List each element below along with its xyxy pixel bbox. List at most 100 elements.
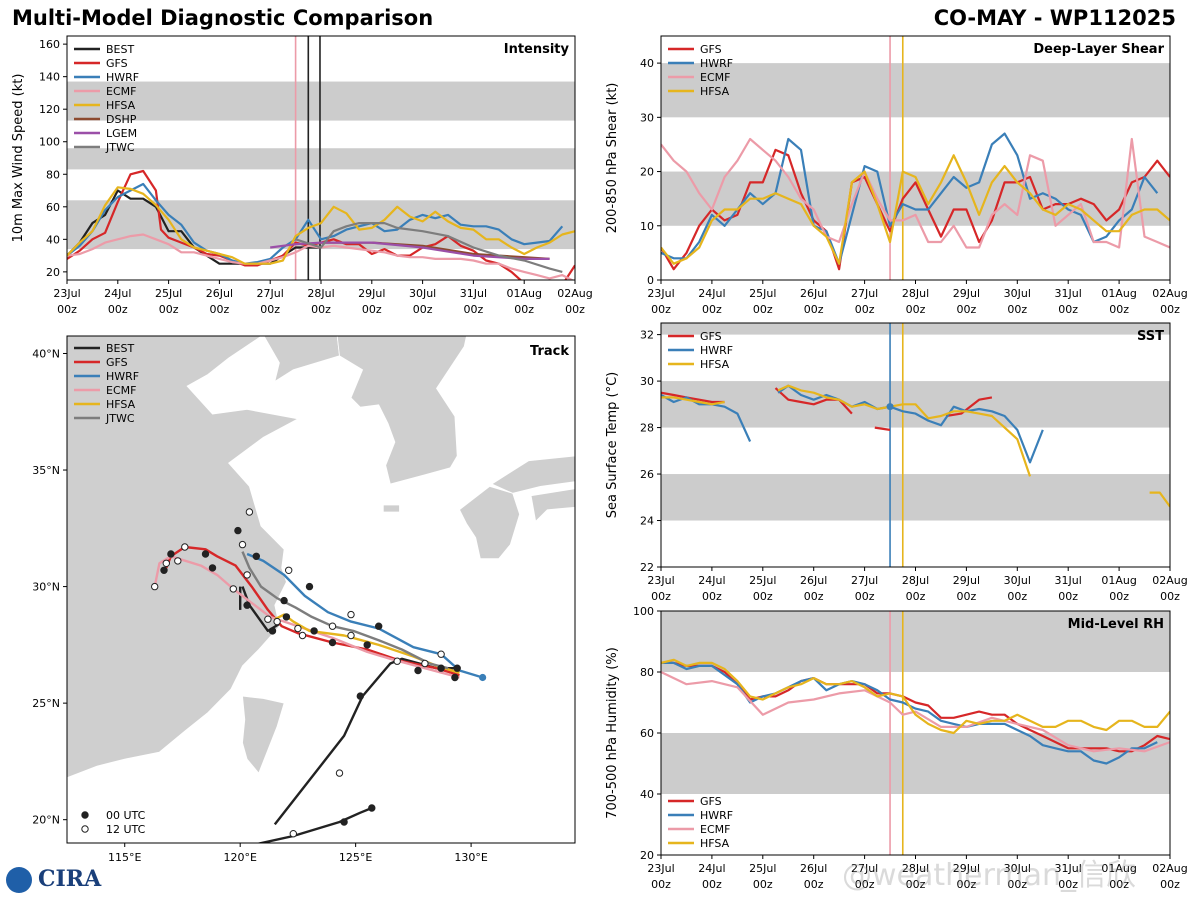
x-tick-sublabel: 00z xyxy=(1058,303,1078,316)
series-line-hfsa xyxy=(777,384,1032,477)
x-tick-sublabel: 00z xyxy=(651,590,671,603)
track-point-00utc xyxy=(356,692,364,700)
x-tick-sublabel: 00z xyxy=(804,590,824,603)
category-band xyxy=(661,323,1170,335)
series-line-hfsa xyxy=(661,154,1170,265)
track-point-12utc xyxy=(328,622,337,630)
track-point-12utc xyxy=(335,769,344,777)
track-line-gfs xyxy=(165,545,460,677)
x-tick-label: 30Jul xyxy=(1004,287,1031,300)
x-tick-sublabel: 00z xyxy=(1007,878,1027,891)
legend-label-jtwc: JTWC xyxy=(105,412,135,425)
legend-label-hfsa: HFSA xyxy=(106,99,136,112)
track-line-hwrf xyxy=(246,552,483,679)
panel-title: Deep-Layer Shear xyxy=(1033,42,1164,57)
legend-label-dshp: DSHP xyxy=(106,113,137,126)
x-tick-label: 23Jul xyxy=(53,287,80,300)
y-tick-label: 40 xyxy=(640,788,654,801)
x-tick-label: 27Jul xyxy=(257,287,284,300)
track-point-00utc xyxy=(451,673,459,682)
x-tick-label: 29Jul xyxy=(953,862,980,875)
series-group xyxy=(661,658,1170,765)
x-tick-sublabel: 00z xyxy=(1007,303,1027,316)
y-tick-label: 24 xyxy=(640,515,654,528)
x-tick-label: 28Jul xyxy=(902,574,929,587)
y-tick-label: 20 xyxy=(46,266,60,279)
legend-label-hwrf: HWRF xyxy=(700,57,733,70)
x-tick-label: 31Jul xyxy=(1055,287,1082,300)
track-point-00utc xyxy=(437,664,445,672)
x-tick-label: 01Aug xyxy=(1101,287,1136,300)
y-tick-label: 80 xyxy=(46,168,60,181)
chart-intensity: 20 40 60 80 100 120 140 160 23Jul 00z 24Jul 00z 25Ju… xyxy=(11,35,593,316)
legend-label-lgem: LGEM xyxy=(106,127,137,140)
legend-marker-1 xyxy=(81,825,89,833)
x-tick-label: 28Jul xyxy=(307,287,334,300)
x-tick-sublabel: 00z xyxy=(906,878,926,891)
category-band xyxy=(67,81,575,121)
legend-label-gfs: GFS xyxy=(700,43,722,56)
x-tick-label: 31Jul xyxy=(460,287,487,300)
track-end-hwrf xyxy=(479,673,487,682)
track-point-12utc xyxy=(264,615,272,623)
track-point-12utc xyxy=(174,557,182,565)
track-point-12utc xyxy=(393,657,401,665)
x-tick-label: 24Jul xyxy=(104,287,131,300)
y-tick-label: 10 xyxy=(640,220,654,233)
x-tick-sublabel: 00z xyxy=(957,303,977,316)
land-korea xyxy=(336,336,467,485)
x-tick-sublabel: 00z xyxy=(855,878,875,891)
track-point-12utc xyxy=(273,617,281,626)
track-point-12utc xyxy=(347,631,355,640)
series-line-hfsa xyxy=(67,186,575,265)
panel-title: SST xyxy=(1137,329,1164,344)
legend-label-ecmf: ECMF xyxy=(106,384,136,397)
track-point-00utc xyxy=(305,582,314,591)
x-tick-label: 30Jul xyxy=(409,287,436,300)
track-point-00utc xyxy=(340,818,348,826)
x-tick-sublabel: 00z xyxy=(311,303,331,316)
y-tick-label: 0 xyxy=(647,274,654,287)
x-tick-label: 25Jul xyxy=(749,862,776,875)
lon-tick-label: 115°E xyxy=(108,851,141,864)
plot-frame xyxy=(66,335,576,844)
series-line-hwrf xyxy=(661,132,1159,265)
legend-label-gfs: GFS xyxy=(700,795,722,808)
x-tick-label: 28Jul xyxy=(902,862,929,875)
track-point-12utc xyxy=(238,540,247,549)
x-tick-label: 24Jul xyxy=(698,287,725,300)
track-point-00utc xyxy=(368,804,376,812)
legend-label-best: BEST xyxy=(106,342,134,355)
x-tick-sublabel: 00z xyxy=(753,878,773,891)
x-tick-sublabel: 00z xyxy=(1160,878,1180,891)
track-point-12utc xyxy=(162,559,171,567)
y-tick-label: 40 xyxy=(46,233,60,246)
figure-title: Multi-Model Diagnostic Comparison xyxy=(12,6,434,30)
x-tick-label: 26Jul xyxy=(206,287,233,300)
analysis-marker xyxy=(886,403,894,411)
legend-label-hwrf: HWRF xyxy=(700,344,733,357)
track-point-12utc xyxy=(245,508,254,516)
x-tick-sublabel: 00z xyxy=(1109,590,1129,603)
lon-tick-label: 120°E xyxy=(223,851,256,864)
lat-tick-label: 35°N xyxy=(32,464,60,477)
y-tick-label: 28 xyxy=(640,422,654,435)
cira-logo: CIRA xyxy=(6,866,101,893)
y-tick-label: 22 xyxy=(640,561,654,574)
x-tick-sublabel: 00z xyxy=(753,590,773,603)
track-point-12utc xyxy=(229,585,238,593)
x-tick-sublabel: 00z xyxy=(1160,590,1180,603)
lat-tick-label: 20°N xyxy=(32,814,60,827)
series-line-gfs xyxy=(945,396,993,418)
x-tick-label: 02Aug xyxy=(1152,287,1187,300)
legend-label-hfsa: HFSA xyxy=(700,85,730,98)
y-tick-label: 26 xyxy=(640,468,654,481)
category-band xyxy=(661,611,1170,672)
legend-label-ecmf: ECMF xyxy=(700,71,730,84)
category-band xyxy=(67,148,575,170)
legend-label-hfsa: HFSA xyxy=(700,837,730,850)
x-tick-label: 01Aug xyxy=(1101,574,1136,587)
y-tick-label: 100 xyxy=(633,605,654,618)
x-tick-sublabel: 00z xyxy=(855,590,875,603)
legend-label-gfs: GFS xyxy=(106,356,128,369)
